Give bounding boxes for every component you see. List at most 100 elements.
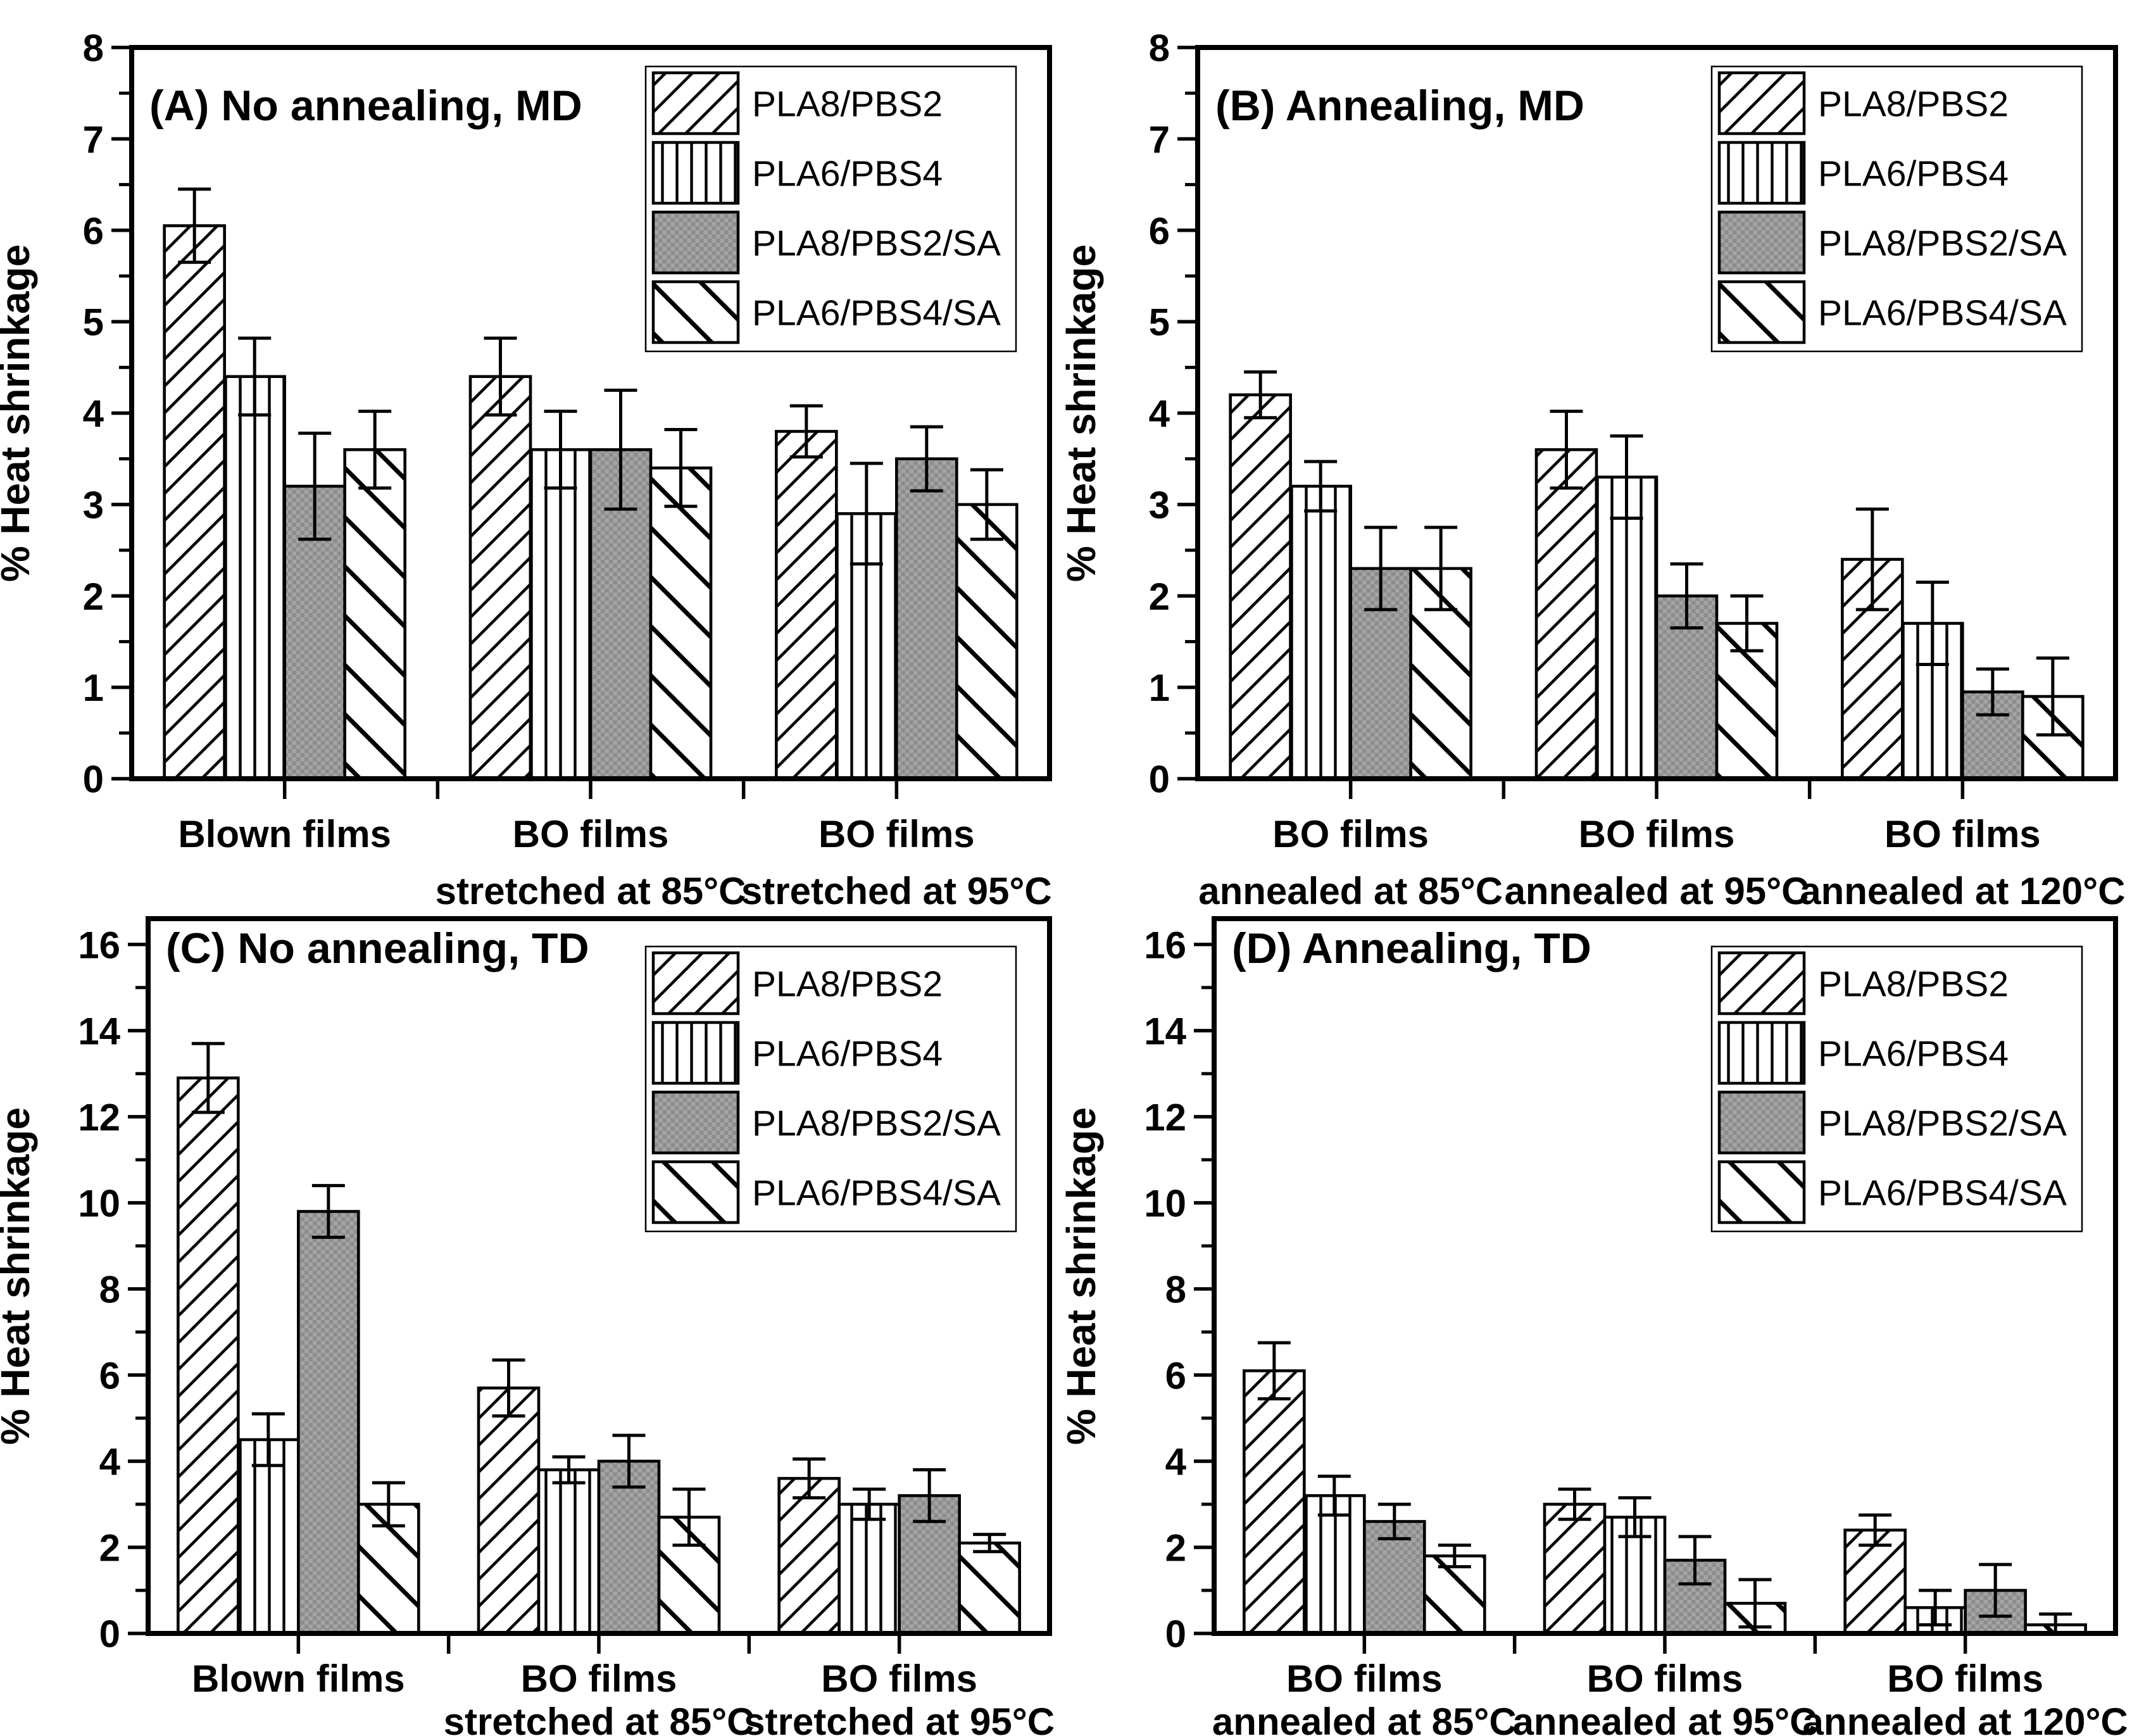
legend: PLA8/PBS2 PLA6/PBS4 PLA8/PBS2/SA PLA6/PBS4/…	[644, 945, 1017, 1233]
y-axis-label: % Heat shrinkage	[1058, 244, 1104, 582]
x-category-label: stretched at 85°C	[444, 1701, 755, 1736]
error-bar	[970, 468, 1003, 541]
error-bar	[298, 431, 332, 541]
bar-pla6-pbs4	[223, 375, 286, 781]
error-bar	[1364, 525, 1398, 612]
y-tick-label: 8	[1149, 27, 1170, 70]
error-bar	[1919, 1588, 1952, 1626]
error-bar	[1377, 1502, 1411, 1540]
y-tick-label: 16	[78, 924, 120, 966]
x-category-label: annealed at 120°C	[1803, 1701, 2128, 1736]
legend: PLA8/PBS2 PLA6/PBS4 PLA8/PBS2/SA PLA6/PBS4/…	[1710, 945, 2083, 1233]
error-bar	[1244, 370, 1277, 420]
legend-label: PLA8/PBS2/SA	[1818, 1104, 2067, 1144]
x-category-label: stretched at 95°C	[744, 1701, 1055, 1736]
error-bar	[358, 410, 392, 490]
error-bar	[853, 1487, 886, 1521]
error-bar	[793, 1457, 826, 1500]
legend-swatch-vertical-line-hatch	[651, 1021, 740, 1085]
panel-d: 0 2 4 6 8 10 12 14 16 BO films annealed at 85°C BO …	[1058, 916, 2132, 1736]
bar-pla6-pbs4-sa	[357, 1502, 420, 1635]
bar-pla8-pbs2	[163, 224, 226, 781]
legend-label: PLA6/PBS4	[1818, 1034, 2009, 1074]
bar-pla6-pbs4	[237, 1438, 300, 1635]
legend-label: PLA6/PBS4/SA	[752, 1173, 1001, 1214]
axis-frame	[1195, 45, 2118, 781]
y-tick-label: 12	[78, 1096, 120, 1138]
legend: PLA8/PBS2 PLA6/PBS4 PLA8/PBS2/SA PLA6/PBS4/…	[644, 65, 1017, 353]
bar-pla8-pbs2	[1843, 1528, 1907, 1635]
y-tick-label: 0	[1149, 758, 1170, 801]
legend-swatch-gray-checker	[1717, 1090, 1806, 1155]
x-category-label: annealed at 120°C	[1800, 870, 2125, 912]
x-category-label: BO films	[1272, 813, 1429, 855]
y-tick-label: 6	[83, 210, 104, 252]
error-bar	[191, 1041, 225, 1114]
error-bar	[1304, 460, 1338, 513]
bar-pla6-pbs4	[837, 1502, 901, 1635]
legend-swatch-gray-checker	[1717, 210, 1806, 275]
error-bar	[604, 388, 637, 511]
error-bar	[2039, 1612, 2072, 1633]
y-tick-label: 10	[78, 1182, 120, 1224]
x-category-label: stretched at 95°C	[741, 870, 1052, 912]
y-tick-label: 4	[99, 1441, 121, 1483]
legend-swatch-vertical-line-hatch	[651, 141, 740, 205]
panel-a: 0 1 2 3 4 5 6 7 8 Blown films BO films stretched at…	[0, 0, 1066, 917]
y-tick-label: 6	[1165, 1355, 1186, 1397]
legend-swatch-diagonal-down-hatch	[1717, 280, 1806, 344]
panel-title: (A) No annealing, MD	[149, 82, 582, 130]
bar-pla8-pbs2-sa	[597, 1459, 661, 1635]
y-tick-label: 0	[1165, 1613, 1186, 1656]
error-bar	[1730, 594, 1764, 653]
y-tick-label: 3	[1149, 484, 1170, 526]
x-category-label: annealed at 95°C	[1513, 1701, 1817, 1736]
y-tick-label: 10	[1144, 1182, 1186, 1224]
error-bar	[544, 410, 577, 490]
y-tick-label: 2	[83, 576, 104, 618]
error-bar	[1317, 1475, 1351, 1517]
y-tick-label: 2	[99, 1527, 120, 1569]
error-bar	[1979, 1563, 2012, 1618]
error-bar	[1550, 410, 1583, 490]
bar-pla8-pbs2	[1534, 448, 1598, 781]
legend-label: PLA8/PBS2	[1818, 964, 2009, 1005]
y-tick-label: 8	[99, 1269, 120, 1311]
x-category-label: BO films	[818, 813, 975, 855]
error-bar	[1916, 581, 1949, 667]
legend-swatch-gray-checker	[651, 210, 740, 275]
y-tick-label: 5	[83, 301, 104, 344]
y-tick-label: 5	[1149, 301, 1170, 344]
y-tick-label: 1	[1149, 667, 1170, 709]
y-tick-label: 7	[1149, 118, 1170, 161]
bar-pla6-pbs4	[529, 448, 593, 781]
y-tick-label: 14	[78, 1010, 120, 1052]
legend-swatch-vertical-line-hatch	[1717, 1021, 1806, 1085]
bar-pla8-pbs2	[1243, 1369, 1306, 1635]
y-tick-label: 14	[1144, 1010, 1186, 1052]
legend-swatch-diagonal-up-hatch	[1717, 71, 1806, 135]
y-tick-label: 0	[99, 1613, 120, 1656]
legend-label: PLA6/PBS4/SA	[752, 293, 1001, 334]
y-tick-label: 6	[99, 1355, 120, 1397]
x-category-label: BO films	[521, 1657, 677, 1700]
bar-pla8-pbs2	[177, 1076, 240, 1635]
bar-pla8-pbs2	[1543, 1502, 1607, 1635]
axis-frame	[129, 45, 1052, 781]
error-bar	[311, 1184, 345, 1239]
error-bar	[2036, 656, 2069, 737]
error-bar	[789, 404, 823, 459]
legend-label: PLA6/PBS4	[1818, 154, 2009, 194]
bar-pla8-pbs2	[477, 1387, 541, 1635]
error-bar	[1618, 1496, 1652, 1538]
error-bar	[913, 1468, 946, 1523]
bar-pla6-pbs4	[1289, 484, 1352, 781]
x-category-label: BO films	[1579, 813, 1735, 855]
error-bar	[372, 1481, 405, 1528]
y-tick-label: 2	[1165, 1527, 1186, 1569]
legend-label: PLA8/PBS2/SA	[752, 223, 1001, 264]
bar-pla6-pbs4-sa	[343, 448, 406, 781]
